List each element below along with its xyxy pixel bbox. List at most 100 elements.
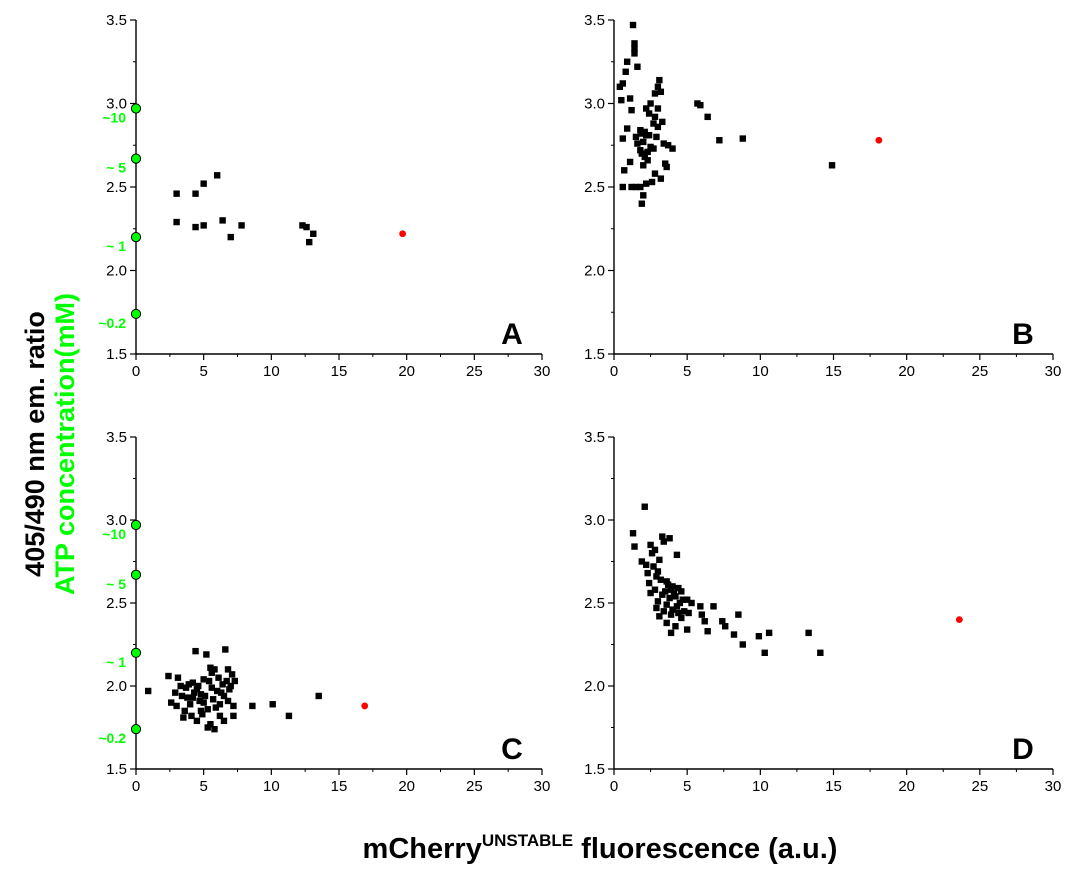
data-point [200, 699, 207, 706]
panel-c: 0 5 10 15 20 25 30 1.5 2.0 2.5 3.0 3.5 ~10 ~ 5 ~ 1 ~0.2… [98, 429, 550, 795]
x-tick-label: 15 [825, 363, 842, 380]
data-point [719, 618, 726, 625]
data-point [193, 717, 201, 725]
data-point [656, 613, 663, 620]
data-point [657, 88, 665, 96]
data-point [197, 707, 205, 715]
data-point [185, 681, 192, 688]
data-point [306, 238, 313, 246]
data-point [192, 647, 199, 655]
panel-label-a: A [501, 318, 523, 351]
data-point [230, 702, 237, 710]
data-point [144, 687, 152, 695]
atp-marker-label: ~0.2 [98, 315, 126, 331]
data-point [249, 702, 256, 710]
data-point [621, 167, 628, 174]
data-point [219, 681, 226, 688]
data-point [697, 603, 704, 610]
y-tick-label: 3.0 [584, 96, 605, 113]
data-point [739, 135, 746, 142]
data-point [269, 701, 276, 708]
data-point [634, 140, 641, 147]
atp-marker-label: ~ 1 [106, 238, 126, 254]
data-point [637, 147, 644, 154]
data-point [640, 138, 647, 146]
x-tick-label: 30 [534, 363, 551, 380]
data-point [231, 677, 238, 685]
y-tick-label: 3.5 [584, 429, 605, 446]
data-point [659, 118, 666, 126]
data-point [681, 608, 688, 615]
x-tick-label: 25 [466, 778, 483, 795]
data-point [683, 626, 691, 633]
data-point [805, 629, 812, 637]
data-point [616, 83, 624, 90]
data-point [739, 641, 746, 648]
data-point [197, 691, 205, 698]
data-point [735, 611, 742, 618]
atp-marker-label: ~10 [102, 526, 126, 542]
x-tick-label: 20 [398, 778, 415, 795]
y-tick-label: 2.5 [584, 595, 605, 612]
data-point [207, 664, 214, 671]
data-point [203, 651, 210, 658]
data-point [172, 689, 179, 696]
data-point [201, 692, 209, 700]
data-point [208, 684, 215, 691]
data-point [673, 603, 681, 610]
data-point [670, 589, 678, 597]
data-point [673, 551, 681, 559]
y-tick-label: 3.5 [584, 12, 605, 29]
atp-marker [130, 724, 142, 735]
data-point [238, 222, 245, 229]
data-point [216, 712, 224, 720]
atp-marker-label: ~ 5 [106, 576, 126, 592]
x-axis-label-superscript: UNSTABLE [482, 831, 573, 850]
data-point [181, 707, 188, 715]
atp-marker [130, 569, 142, 580]
data-point [212, 704, 220, 711]
data-point [182, 684, 190, 691]
data-point [626, 158, 634, 166]
data-point [200, 676, 207, 683]
data-point [192, 223, 199, 231]
data-point [765, 629, 773, 637]
data-point [631, 40, 638, 47]
y-tick-label: 2.0 [584, 678, 605, 695]
x-axis-label-tail: fluorescence (a.u.) [573, 833, 837, 865]
data-point [220, 692, 228, 700]
data-point [631, 45, 638, 52]
data-point [174, 674, 182, 681]
y-tick-label: 1.5 [106, 761, 127, 778]
x-tick-label: 20 [398, 363, 415, 380]
data-point [675, 609, 682, 617]
data-point [644, 148, 651, 156]
data-point [177, 682, 184, 690]
data-point [618, 96, 625, 104]
data-point [648, 550, 656, 557]
x-tick-label: 20 [898, 778, 915, 795]
x-tick-label: 0 [610, 778, 618, 795]
x-axis-label-main: mCherry [363, 833, 482, 865]
panel-label-c: C [501, 733, 523, 766]
data-point [663, 163, 670, 171]
x-tick-label: 0 [132, 363, 140, 380]
data-point [218, 689, 225, 696]
data-point [663, 601, 670, 608]
data-point [669, 606, 676, 613]
atp-marker [130, 308, 142, 320]
data-point [180, 714, 187, 721]
atp-marker [130, 519, 142, 531]
y-tick-label: 2.5 [106, 595, 127, 612]
data-point [184, 694, 191, 701]
atp-marker [130, 103, 142, 114]
data-point [654, 598, 662, 605]
data-point [654, 83, 662, 90]
data-point [188, 712, 195, 720]
data-point [688, 599, 695, 607]
highlight-point [955, 616, 963, 623]
data-point [214, 687, 221, 695]
x-tick-label: 25 [466, 363, 483, 380]
atp-marker-label: ~10 [102, 110, 126, 126]
data-point [199, 711, 206, 718]
